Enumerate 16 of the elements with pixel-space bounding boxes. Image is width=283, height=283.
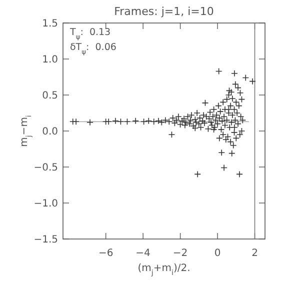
y-tick-label: −0.5 bbox=[34, 162, 58, 174]
y-tick-label: 0.5 bbox=[42, 90, 58, 102]
x-axis-title: (m$_{j}$+m$_{i}$)/2. bbox=[138, 263, 190, 277]
x-tick-label: −2 bbox=[172, 248, 188, 259]
y-tick-label: 0.0 bbox=[42, 126, 58, 138]
x-tick-label: −4 bbox=[136, 248, 150, 259]
y-tick-label: −1.5 bbox=[34, 234, 58, 246]
annotation: T$_{ψ}$: 0.13 bbox=[69, 27, 111, 41]
x-tick-label: 2 bbox=[252, 248, 258, 259]
annotation: δT$_{ψ}$: 0.06 bbox=[70, 42, 116, 56]
y-tick-label: 1.0 bbox=[42, 54, 58, 66]
x-tick-label: 0 bbox=[214, 248, 221, 259]
chart-title: Frames: j=1, i=10 bbox=[114, 5, 214, 18]
x-tick-label: −6 bbox=[98, 248, 114, 259]
y-tick-label: −1.0 bbox=[34, 198, 58, 210]
y-tick-label: 1.5 bbox=[42, 18, 58, 30]
